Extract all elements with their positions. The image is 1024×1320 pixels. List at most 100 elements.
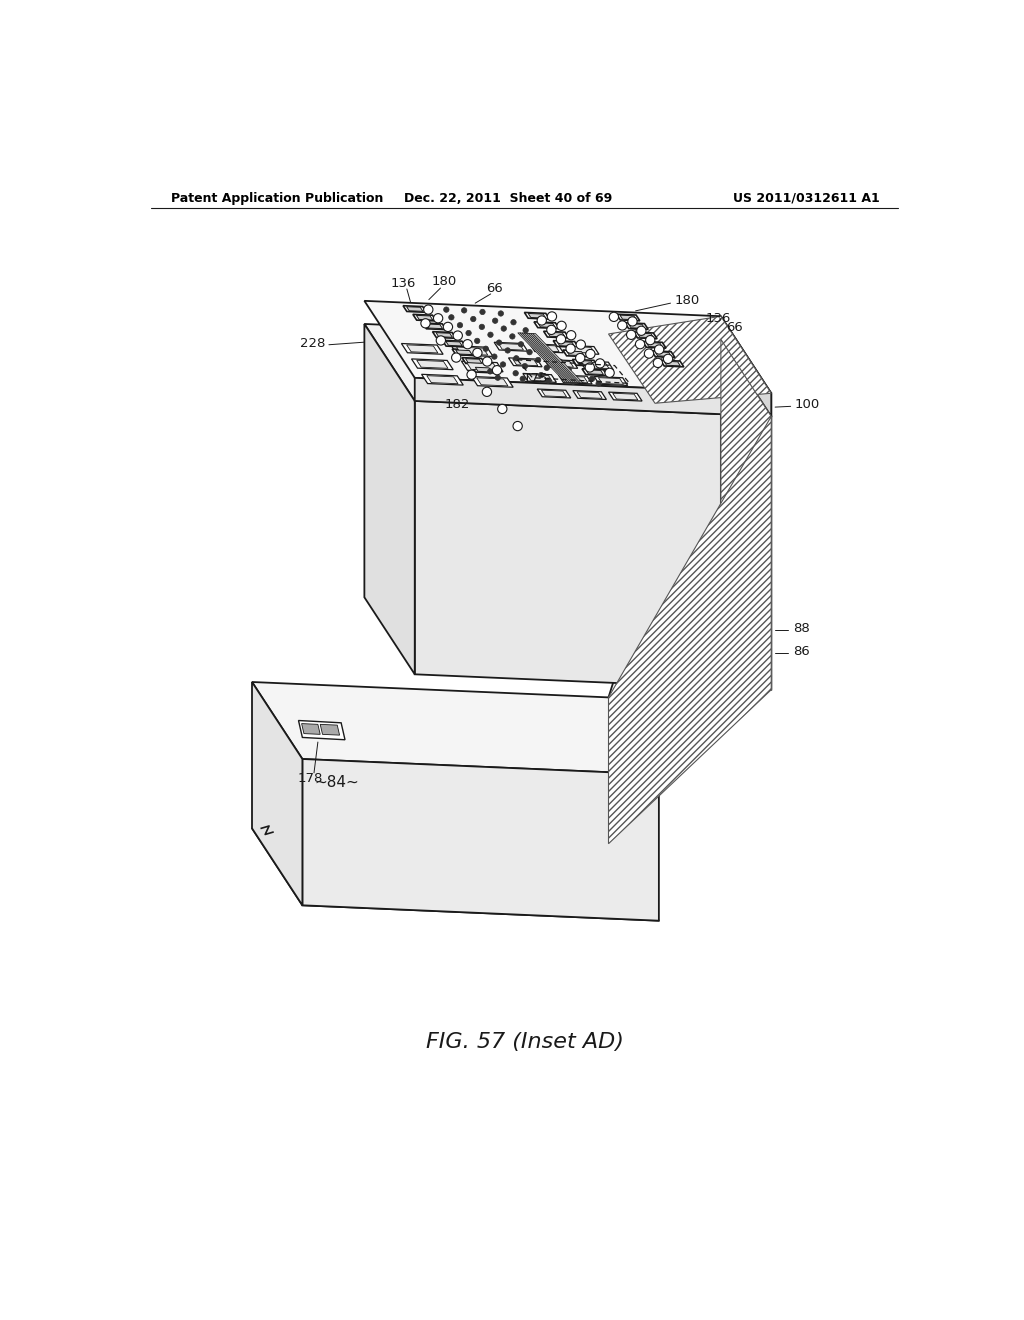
Text: 175: 175: [522, 371, 548, 384]
Polygon shape: [577, 360, 594, 366]
Polygon shape: [721, 317, 771, 416]
Circle shape: [609, 313, 618, 322]
Circle shape: [501, 326, 507, 331]
Polygon shape: [442, 341, 466, 347]
Polygon shape: [415, 401, 771, 689]
Text: 180: 180: [675, 294, 699, 308]
Polygon shape: [471, 376, 513, 387]
Text: 86: 86: [793, 644, 810, 657]
Text: 180: 180: [432, 276, 457, 288]
Circle shape: [443, 308, 450, 313]
Circle shape: [645, 335, 655, 345]
Polygon shape: [534, 322, 559, 329]
Circle shape: [557, 359, 563, 364]
Polygon shape: [557, 342, 574, 346]
Circle shape: [531, 335, 537, 341]
Polygon shape: [299, 721, 345, 739]
Circle shape: [595, 359, 604, 368]
Polygon shape: [456, 350, 472, 355]
Polygon shape: [528, 313, 546, 318]
Circle shape: [566, 330, 575, 339]
Circle shape: [466, 330, 471, 335]
Polygon shape: [499, 343, 523, 350]
Polygon shape: [407, 306, 423, 312]
Polygon shape: [529, 343, 563, 352]
Polygon shape: [407, 345, 438, 352]
Polygon shape: [522, 333, 572, 383]
Polygon shape: [415, 378, 771, 416]
Circle shape: [527, 350, 532, 355]
Polygon shape: [526, 333, 577, 383]
Polygon shape: [655, 352, 672, 356]
Text: 228: 228: [300, 337, 325, 350]
Circle shape: [570, 379, 575, 384]
Circle shape: [443, 322, 453, 331]
Circle shape: [421, 318, 430, 327]
Polygon shape: [401, 343, 443, 354]
Polygon shape: [569, 346, 595, 354]
Circle shape: [479, 325, 484, 330]
Polygon shape: [365, 323, 771, 416]
Text: FIG. 57 (Inset AD): FIG. 57 (Inset AD): [426, 1032, 624, 1052]
Polygon shape: [462, 362, 503, 372]
Circle shape: [586, 350, 595, 359]
Circle shape: [566, 367, 571, 372]
Circle shape: [497, 339, 502, 346]
Polygon shape: [252, 829, 658, 921]
Circle shape: [433, 314, 442, 323]
Text: 66: 66: [486, 282, 503, 296]
Circle shape: [538, 315, 547, 325]
Circle shape: [453, 331, 463, 341]
Circle shape: [511, 319, 516, 325]
Circle shape: [513, 371, 518, 376]
Polygon shape: [423, 323, 446, 330]
Circle shape: [510, 334, 515, 339]
Polygon shape: [453, 348, 475, 355]
Circle shape: [523, 327, 528, 333]
Polygon shape: [365, 323, 415, 675]
Circle shape: [544, 366, 550, 371]
Circle shape: [557, 321, 566, 330]
Circle shape: [547, 312, 557, 321]
Circle shape: [467, 370, 476, 379]
Polygon shape: [634, 333, 657, 339]
Circle shape: [424, 305, 433, 314]
Circle shape: [575, 354, 585, 363]
Polygon shape: [452, 346, 493, 356]
Polygon shape: [520, 333, 570, 383]
Polygon shape: [608, 339, 771, 775]
Polygon shape: [544, 331, 568, 338]
Polygon shape: [548, 333, 565, 337]
Polygon shape: [553, 341, 579, 347]
Polygon shape: [563, 350, 588, 356]
Text: 88: 88: [793, 622, 810, 635]
Polygon shape: [457, 347, 487, 355]
Polygon shape: [542, 391, 566, 397]
Polygon shape: [532, 334, 583, 383]
Polygon shape: [625, 323, 648, 330]
Text: Dec. 22, 2011  Sheet 40 of 69: Dec. 22, 2011 Sheet 40 of 69: [403, 191, 612, 205]
Circle shape: [628, 317, 637, 326]
Circle shape: [520, 376, 525, 381]
Circle shape: [596, 381, 601, 387]
Circle shape: [452, 352, 461, 362]
Circle shape: [564, 375, 569, 380]
Polygon shape: [646, 342, 663, 347]
Polygon shape: [582, 368, 607, 375]
Circle shape: [483, 346, 488, 351]
Polygon shape: [598, 378, 624, 384]
Text: US 2011/0312611 A1: US 2011/0312611 A1: [733, 191, 880, 205]
Circle shape: [644, 348, 653, 358]
Polygon shape: [524, 333, 574, 383]
Circle shape: [458, 322, 463, 327]
Polygon shape: [475, 367, 492, 372]
Circle shape: [518, 342, 523, 347]
Polygon shape: [651, 351, 675, 358]
Polygon shape: [629, 323, 645, 329]
Polygon shape: [466, 359, 482, 363]
Polygon shape: [462, 358, 485, 364]
Circle shape: [493, 318, 498, 323]
Polygon shape: [586, 370, 603, 375]
Circle shape: [436, 335, 445, 345]
Polygon shape: [620, 315, 636, 319]
